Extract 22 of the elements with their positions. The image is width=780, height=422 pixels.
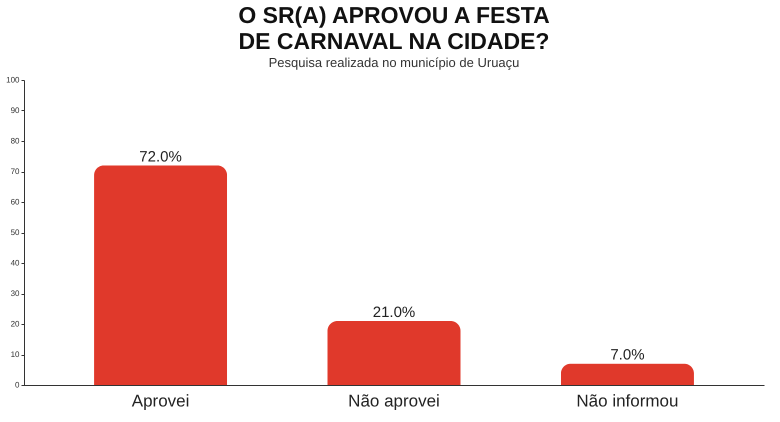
data-label: 72.0% (139, 148, 182, 166)
x-tick-label: Não aprovei (348, 392, 440, 410)
y-tick-label: 60 (10, 198, 20, 206)
chart-title: O SR(A) APROVOU A FESTA DE CARNAVAL NA CIDADE? (238, 2, 550, 54)
x-tick-label: Não informou (576, 392, 678, 410)
y-tick-label: 80 (10, 136, 20, 146)
y-tick-label: 100 (6, 76, 20, 84)
y-tick-label: 30 (10, 289, 20, 298)
data-label: 7.0% (610, 346, 645, 364)
y-tick-label: 40 (10, 258, 20, 268)
y-tick-label: 90 (10, 106, 20, 115)
data-label: 21.0% (372, 304, 416, 321)
bar (560, 364, 694, 385)
y-tick-label: 0 (15, 380, 20, 390)
x-tick-label: Aprovei (132, 392, 190, 410)
bar (327, 320, 461, 385)
bar (94, 165, 228, 385)
y-tick-label: 20 (10, 320, 20, 328)
y-tick-label: 70 (10, 167, 20, 176)
chart-subtitle: Pesquisa realizada no município de Uruaçu (268, 55, 520, 70)
y-tick-label: 50 (10, 228, 20, 237)
y-tick-label: 10 (10, 350, 20, 359)
